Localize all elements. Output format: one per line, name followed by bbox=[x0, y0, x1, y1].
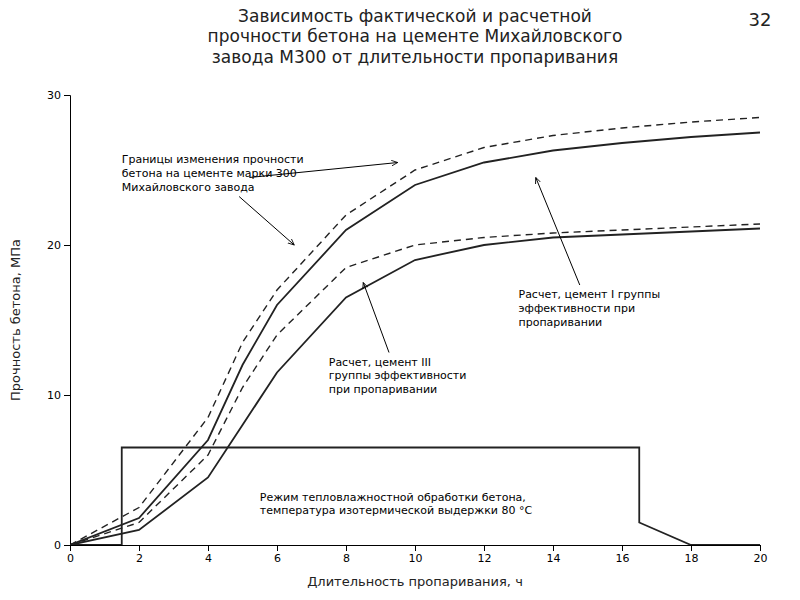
annotation-line: Границы изменения прочности bbox=[122, 153, 304, 166]
axis-line bbox=[71, 546, 761, 552]
annotation: Расчет, цемент I группыэффективности при… bbox=[519, 288, 661, 329]
tick: 4 bbox=[205, 545, 212, 565]
tick: 0 bbox=[54, 539, 70, 552]
y-axis-title: Прочность бетона, МПа bbox=[8, 239, 23, 401]
tick-label: 8 bbox=[343, 552, 350, 565]
tick-mark bbox=[64, 245, 70, 246]
annotation-arrow bbox=[536, 178, 580, 286]
annotation-line: при пропаривании bbox=[329, 383, 438, 396]
x-axis-title: Длительность пропаривания, ч bbox=[307, 574, 523, 589]
tick-label: 2 bbox=[136, 552, 143, 565]
annotation-line: Расчет, цемент III bbox=[329, 356, 431, 369]
tick: 20 bbox=[754, 545, 768, 565]
annotation: Режим тепловлажностной обработки бетона,… bbox=[260, 491, 533, 518]
tick: 30 bbox=[47, 89, 70, 102]
chart: 0 2 4 6 8 10 12 14 16 18 20 0 10 20 30 Длительность про… bbox=[0, 0, 800, 600]
annotation-line: бетона на цементе марки 300 bbox=[122, 167, 297, 180]
line bbox=[70, 224, 760, 545]
title: Зависимость фактической и расчетнойпрочн… bbox=[208, 6, 623, 67]
annotation-line: пропаривании bbox=[519, 316, 603, 329]
annotation-arrow bbox=[249, 163, 397, 178]
annotation: Расчет, цемент IIIгруппы эффективностипр… bbox=[329, 356, 467, 397]
tick-label: 18 bbox=[685, 552, 699, 565]
tick-mark bbox=[64, 95, 70, 96]
tick-mark bbox=[760, 545, 761, 551]
title-line: Зависимость фактической и расчетной bbox=[238, 6, 592, 26]
tick-label: 20 bbox=[47, 239, 61, 252]
line bbox=[70, 229, 760, 546]
tick-mark bbox=[64, 545, 70, 546]
tick: 18 bbox=[685, 545, 699, 565]
tick-label: 30 bbox=[47, 89, 61, 102]
tick-label: 20 bbox=[754, 552, 768, 565]
annotation-line: Режим тепловлажностной обработки бетона, bbox=[260, 491, 526, 504]
axis-line bbox=[64, 96, 71, 546]
annotation: Границы изменения прочностибетона на цем… bbox=[122, 153, 304, 194]
tick-mark bbox=[208, 545, 209, 551]
tick: 16 bbox=[616, 545, 630, 565]
x-axis: 0 2 4 6 8 10 12 14 16 18 20 bbox=[67, 545, 768, 565]
tick-label: 10 bbox=[409, 552, 423, 565]
y-axis: 0 10 20 30 bbox=[47, 89, 71, 552]
tick-mark bbox=[346, 545, 347, 551]
tick-label: 14 bbox=[547, 552, 561, 565]
tick: 12 bbox=[478, 545, 492, 565]
tick-label: 4 bbox=[205, 552, 212, 565]
tick: 10 bbox=[47, 389, 70, 402]
tick-mark bbox=[622, 545, 623, 551]
line bbox=[70, 118, 760, 546]
tick-mark bbox=[64, 395, 70, 396]
tick-label: 6 bbox=[274, 552, 281, 565]
annotations: 32 Границы изменения прочностибетона на ц… bbox=[122, 9, 772, 517]
tick-mark bbox=[484, 545, 485, 551]
tick: 8 bbox=[343, 545, 350, 565]
tick: 20 bbox=[47, 239, 70, 252]
annotation-arrow bbox=[363, 283, 389, 353]
tick: 0 bbox=[67, 545, 74, 565]
line bbox=[70, 133, 760, 546]
annotation-arrow bbox=[239, 197, 294, 246]
tick-mark bbox=[415, 545, 416, 551]
annotation-line: Расчет, цемент I группы bbox=[519, 288, 661, 301]
title-line: завода М300 от длительности пропаривания bbox=[212, 47, 618, 67]
tick-mark bbox=[691, 545, 692, 551]
tick-label: 12 bbox=[478, 552, 492, 565]
tick-label: 10 bbox=[47, 389, 61, 402]
tick-mark bbox=[277, 545, 278, 551]
page-number: 32 bbox=[749, 9, 772, 30]
lines bbox=[70, 118, 760, 546]
annotation-line: группы эффективности bbox=[329, 369, 467, 382]
tick: 10 bbox=[409, 545, 423, 565]
plot: 0 2 4 6 8 10 12 14 16 18 20 0 10 20 30 bbox=[47, 89, 768, 565]
tick-label: 0 bbox=[67, 552, 74, 565]
annotation-line: температура изотермической выдержки 80 °… bbox=[260, 504, 533, 517]
tick: 14 bbox=[547, 545, 561, 565]
tick-label: 0 bbox=[54, 539, 61, 552]
tick-mark bbox=[553, 545, 554, 551]
title-line: прочности бетона на цементе Михайловског… bbox=[208, 26, 623, 46]
tick: 6 bbox=[274, 545, 281, 565]
tick-label: 16 bbox=[616, 552, 630, 565]
annotation-line: Михайловского завода bbox=[122, 181, 255, 194]
annotation-line: эффективности при bbox=[519, 302, 636, 315]
tick-mark bbox=[139, 545, 140, 551]
tick: 2 bbox=[136, 545, 143, 565]
